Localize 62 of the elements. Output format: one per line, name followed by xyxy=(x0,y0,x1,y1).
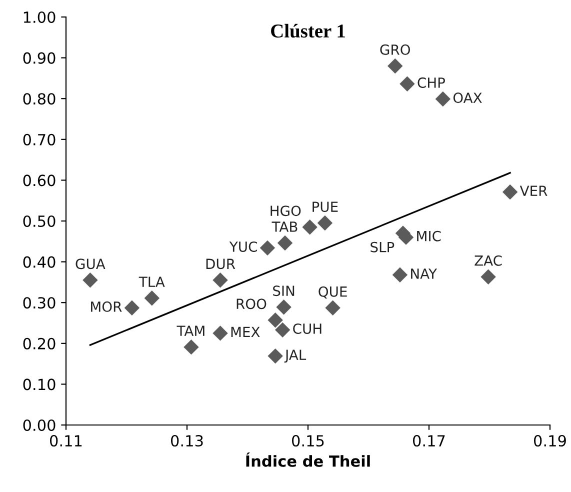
point xyxy=(82,272,98,288)
point xyxy=(400,76,415,92)
annotation: YUC xyxy=(229,241,257,252)
y-tick-label: 0.40 xyxy=(23,256,56,268)
point xyxy=(212,326,228,341)
y-tick-label: 0.10 xyxy=(23,378,56,390)
point xyxy=(480,269,496,285)
point xyxy=(274,322,290,338)
annotation: VER xyxy=(520,186,548,196)
annotation: HGO xyxy=(270,206,301,216)
annotation: TLA xyxy=(138,276,165,287)
chart-title: Clúster 1 xyxy=(271,24,345,38)
point xyxy=(144,290,160,306)
annotation: CHP xyxy=(418,77,445,88)
annotation: MOR xyxy=(91,301,122,312)
annotation: PUE xyxy=(312,202,338,212)
annotation: MIC xyxy=(417,230,441,242)
point xyxy=(317,215,333,231)
annotation: MEX xyxy=(231,326,260,338)
annotation: DUR xyxy=(206,258,236,270)
point xyxy=(124,300,140,316)
point xyxy=(268,312,283,328)
point xyxy=(325,300,340,316)
point xyxy=(212,272,228,288)
x-tick-label: 0.15 xyxy=(292,434,324,447)
annotation: NAY xyxy=(411,268,438,279)
point xyxy=(302,220,318,235)
annotation: SIN xyxy=(273,286,294,296)
annotation: TAB xyxy=(272,222,298,232)
y-tick-label: 0.90 xyxy=(23,52,56,64)
annotation: JAL xyxy=(284,350,306,363)
x-axis-title: Índice de Theil xyxy=(246,452,370,467)
point xyxy=(184,339,199,355)
point xyxy=(268,348,283,364)
annotation: ZAC xyxy=(474,255,502,266)
point xyxy=(388,58,403,74)
point xyxy=(260,240,276,256)
point xyxy=(435,91,451,107)
annotation: CUH xyxy=(293,323,322,334)
x-tick-label: 0.11 xyxy=(50,434,82,447)
annotation: SLP xyxy=(370,242,394,252)
y-tick-label: 0.30 xyxy=(23,297,56,309)
point xyxy=(502,184,518,200)
y-tick-label: 0.00 xyxy=(23,419,56,432)
annotation: TAM xyxy=(176,326,204,336)
y-tick-label: 0.60 xyxy=(23,174,56,186)
y-tick-label: 0.20 xyxy=(23,338,56,350)
y-tick-label: 1.00 xyxy=(24,11,56,24)
y-tick-label: 0.80 xyxy=(23,93,56,105)
annotation: QUE xyxy=(318,286,347,298)
annotation: ROO xyxy=(236,298,266,310)
annotation: GRO xyxy=(380,44,410,55)
annotation: GUA xyxy=(76,258,106,270)
point xyxy=(392,267,408,282)
annotation: OAX xyxy=(453,92,482,104)
x-tick-label: 0.13 xyxy=(171,434,203,447)
y-tick-label: 0.50 xyxy=(23,215,56,228)
y-tick-label: 0.70 xyxy=(23,134,56,146)
x-tick-label: 0.17 xyxy=(413,434,445,447)
point xyxy=(276,299,292,315)
x-tick-label: 0.19 xyxy=(534,434,566,447)
point xyxy=(277,235,293,251)
